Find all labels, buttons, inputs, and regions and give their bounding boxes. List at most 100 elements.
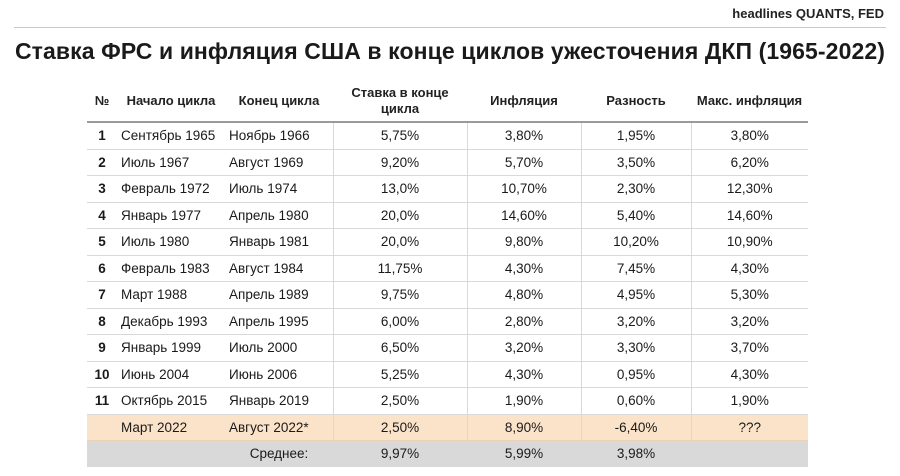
cycle-start: Март 1988: [117, 281, 225, 309]
top-divider: [14, 27, 886, 28]
column-header-inflation: Инфляция: [467, 81, 581, 123]
column-header-max-inflation: Макс. инфляция: [691, 81, 808, 123]
row-number: 4: [87, 202, 117, 229]
cycle-end: Июль 1974: [225, 175, 333, 203]
cycle-start: Январь 1999: [117, 334, 225, 362]
row-number-empty: [87, 414, 117, 441]
inflation-cell: 2,80%: [466, 308, 581, 335]
cycle-end: Август 2022*: [225, 414, 333, 441]
difference-cell: 5,40%: [580, 202, 691, 229]
cycle-end: Ноябрь 1966: [225, 122, 333, 150]
max-inflation-cell: 14,60%: [690, 202, 808, 229]
table-row: 5 Июль 1980 Январь 1981 20,0% 9,80% 10,2…: [87, 228, 808, 256]
data-table: № Начало цикла Конец цикла Ставка в конц…: [87, 81, 808, 467]
difference-cell: -6,40%: [580, 414, 691, 441]
cycle-start: Март 2022: [117, 414, 225, 441]
row-number: 9: [87, 334, 117, 362]
row-number: 7: [87, 281, 117, 309]
row-number: 6: [87, 255, 117, 282]
table-row: 2 Июль 1967 Август 1969 9,20% 5,70% 3,50…: [87, 149, 808, 176]
column-header-rate: Ставка в конце цикла: [333, 81, 467, 123]
inflation-cell: 5,70%: [466, 149, 581, 176]
inflation-cell: 4,30%: [466, 361, 581, 388]
difference-cell: 3,50%: [580, 149, 691, 176]
inflation-cell: 3,80%: [466, 122, 581, 150]
difference-cell: 4,95%: [580, 281, 691, 309]
column-header-start: Начало цикла: [117, 81, 225, 123]
difference-cell: 3,30%: [580, 334, 691, 362]
max-inflation-cell: 3,20%: [690, 308, 808, 335]
cycle-end: Апрель 1989: [225, 281, 333, 309]
row-number: 8: [87, 308, 117, 335]
difference-cell: 7,45%: [580, 255, 691, 282]
cycle-end: Июль 2000: [225, 334, 333, 362]
rate-cell: 2,50%: [332, 387, 467, 415]
column-header-number: №: [87, 81, 117, 123]
inflation-cell: 4,80%: [466, 281, 581, 309]
cycle-start: Декабрь 1993: [117, 308, 225, 335]
cycle-start: Июль 1980: [117, 228, 225, 256]
inflation-cell: 14,60%: [466, 202, 581, 229]
average-row: Среднее: 9,97% 5,99% 3,98%: [87, 440, 808, 467]
rate-cell: 20,0%: [332, 228, 467, 256]
cycle-start: Февраль 1983: [117, 255, 225, 282]
table-row: 8 Декабрь 1993 Апрель 1995 6,00% 2,80% 3…: [87, 308, 808, 335]
cycle-end: Апрель 1980: [225, 202, 333, 229]
rate-cell: 9,20%: [332, 149, 467, 176]
rate-cell: 6,00%: [332, 308, 467, 335]
average-label: Среднее:: [225, 440, 333, 467]
average-inflation: 5,99%: [467, 440, 581, 467]
max-inflation-cell: 3,80%: [690, 122, 808, 150]
table-row: 3 Февраль 1972 Июль 1974 13,0% 10,70% 2,…: [87, 175, 808, 203]
max-inflation-cell: 6,20%: [690, 149, 808, 176]
cycle-end: Август 1984: [225, 255, 333, 282]
cycle-start: Январь 1977: [117, 202, 225, 229]
header-row: № Начало цикла Конец цикла Ставка в конц…: [87, 81, 808, 123]
page-title: Ставка ФРС и инфляция США в конце циклов…: [14, 38, 886, 64]
table-row: 1 Сентябрь 1965 Ноябрь 1966 5,75% 3,80% …: [87, 122, 808, 150]
rate-cell: 5,75%: [332, 122, 467, 150]
rate-cell: 6,50%: [332, 334, 467, 362]
rate-cell: 9,75%: [332, 281, 467, 309]
source-label: headlines QUANTS, FED: [732, 6, 884, 21]
current-cycle-row: Март 2022 Август 2022* 2,50% 8,90% -6,40…: [87, 414, 808, 441]
rate-cell: 13,0%: [332, 175, 467, 203]
row-number: 1: [87, 122, 117, 150]
cycle-end: Июнь 2006: [225, 361, 333, 388]
column-header-difference: Разность: [581, 81, 691, 123]
row-number: 2: [87, 149, 117, 176]
cycle-start: Июнь 2004: [117, 361, 225, 388]
row-number: 5: [87, 228, 117, 256]
max-inflation-cell: ???: [690, 414, 808, 441]
table-row: 4 Январь 1977 Апрель 1980 20,0% 14,60% 5…: [87, 202, 808, 229]
avg-empty-cell: [117, 440, 225, 467]
cycle-end: Апрель 1995: [225, 308, 333, 335]
difference-cell: 10,20%: [580, 228, 691, 256]
inflation-cell: 1,90%: [466, 387, 581, 415]
difference-cell: 0,60%: [580, 387, 691, 415]
avg-empty-cell: [87, 440, 117, 467]
inflation-cell: 9,80%: [466, 228, 581, 256]
rate-cell: 2,50%: [332, 414, 467, 441]
max-inflation-cell: 1,90%: [690, 387, 808, 415]
cycle-start: Сентябрь 1965: [117, 122, 225, 150]
row-number: 3: [87, 175, 117, 203]
max-inflation-cell: 5,30%: [690, 281, 808, 309]
row-number: 11: [87, 387, 117, 415]
table-row: 10 Июнь 2004 Июнь 2006 5,25% 4,30% 0,95%…: [87, 361, 808, 388]
table-row: 9 Январь 1999 Июль 2000 6,50% 3,20% 3,30…: [87, 334, 808, 362]
table-row: 7 Март 1988 Апрель 1989 9,75% 4,80% 4,95…: [87, 281, 808, 309]
max-inflation-cell: 3,70%: [690, 334, 808, 362]
row-number: 10: [87, 361, 117, 388]
difference-cell: 2,30%: [580, 175, 691, 203]
rate-cell: 11,75%: [332, 255, 467, 282]
difference-cell: 0,95%: [580, 361, 691, 388]
cycle-start: Июль 1967: [117, 149, 225, 176]
max-inflation-cell: 10,90%: [690, 228, 808, 256]
rate-cell: 5,25%: [332, 361, 467, 388]
cycle-start: Февраль 1972: [117, 175, 225, 203]
average-difference: 3,98%: [581, 440, 691, 467]
cycle-end: Август 1969: [225, 149, 333, 176]
column-header-end: Конец цикла: [225, 81, 333, 123]
cycle-end: Январь 2019: [225, 387, 333, 415]
